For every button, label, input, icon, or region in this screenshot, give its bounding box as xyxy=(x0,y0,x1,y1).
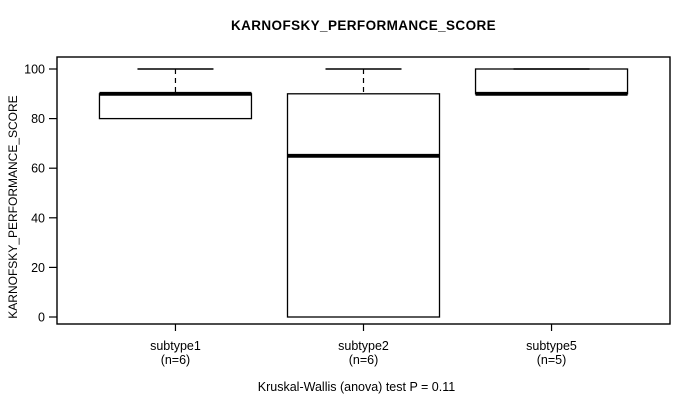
box-iqr xyxy=(286,93,441,318)
y-tick-label: 60 xyxy=(31,162,45,176)
category-label: subtype2 xyxy=(338,339,389,353)
y-tick-label: 100 xyxy=(24,63,45,77)
y-tick-label: 40 xyxy=(31,211,45,225)
category-count-label: (n=5) xyxy=(537,353,567,367)
y-tick-label: 0 xyxy=(38,311,45,325)
stat-test-caption: Kruskal-Wallis (anova) test P = 0.11 xyxy=(257,380,456,394)
chart-title: KARNOFSKY_PERFORMANCE_SCORE xyxy=(230,18,497,33)
y-tick-label: 80 xyxy=(31,112,45,126)
y-tick-label: 20 xyxy=(31,261,45,275)
category-count-label: (n=6) xyxy=(349,353,379,367)
category-label: subtype5 xyxy=(526,339,577,353)
category-label: subtype1 xyxy=(150,339,201,353)
box-iqr xyxy=(474,68,629,95)
box-iqr xyxy=(98,93,253,120)
category-count-label: (n=6) xyxy=(161,353,191,367)
